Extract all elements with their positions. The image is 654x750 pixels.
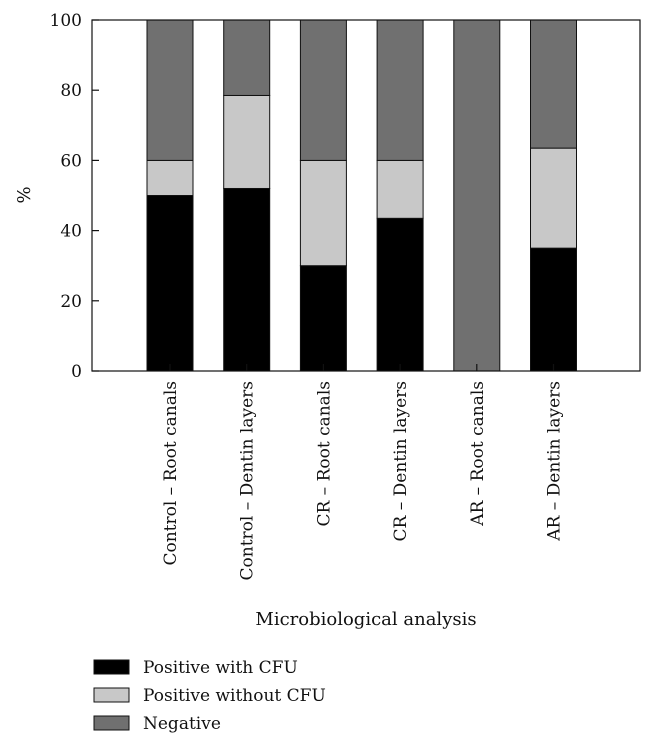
y-axis-title: % <box>14 186 35 203</box>
y-tick-label: 80 <box>60 81 82 101</box>
bars-layer <box>146 19 577 372</box>
bar-segment-negative <box>223 19 271 96</box>
category-label: CR – Dentin layers <box>391 381 411 541</box>
bar-segment-positive-with-cfu <box>146 195 194 372</box>
legend-swatch <box>93 715 130 731</box>
legend-label: Negative <box>143 714 221 734</box>
bar-segment-positive-with-cfu <box>530 247 577 372</box>
category-label: AR – Dentin layers <box>545 381 565 542</box>
bar-segment-negative <box>146 19 194 161</box>
bar-segment-positive-with-cfu <box>299 265 347 372</box>
bar-segment-positive-without-cfu <box>299 159 347 267</box>
bar-segment-positive-with-cfu <box>223 187 271 372</box>
bar-segment-positive-without-cfu <box>376 159 424 219</box>
bar-segment-negative <box>299 19 347 161</box>
bar-segment-negative <box>453 19 501 372</box>
bar-segment-positive-with-cfu <box>376 217 424 372</box>
category-label: Control – Dentin layers <box>238 381 258 580</box>
y-tick-label: 0 <box>71 362 82 382</box>
y-tick-label: 100 <box>50 11 82 31</box>
legend-label: Positive without CFU <box>143 686 326 706</box>
legend-swatch <box>93 659 130 675</box>
bar-segment-negative <box>376 19 424 161</box>
y-tick-label: 60 <box>60 151 82 171</box>
bar-segment-positive-without-cfu <box>530 147 577 249</box>
category-label: AR – Root canals <box>468 381 488 527</box>
category-label: Control – Root canals <box>161 381 181 566</box>
bar-segment-positive-without-cfu <box>146 159 194 196</box>
y-tick-label: 20 <box>60 292 82 312</box>
y-tick-label: 40 <box>60 222 82 242</box>
y-axis: 0 20 40 60 80 100 <box>50 11 99 382</box>
legend-label: Positive with CFU <box>143 658 298 678</box>
x-axis: Control – Root canals Control – Dentin la… <box>161 364 565 580</box>
bar-segment-negative <box>530 19 577 149</box>
legend: Positive with CFU Positive without CFU Neg… <box>93 658 326 734</box>
x-axis-title: Microbiological analysis <box>255 609 476 630</box>
legend-swatch <box>93 687 130 703</box>
plot-frame <box>91 19 641 372</box>
bar-segment-positive-without-cfu <box>223 94 271 189</box>
category-label: CR – Root canals <box>314 381 334 527</box>
